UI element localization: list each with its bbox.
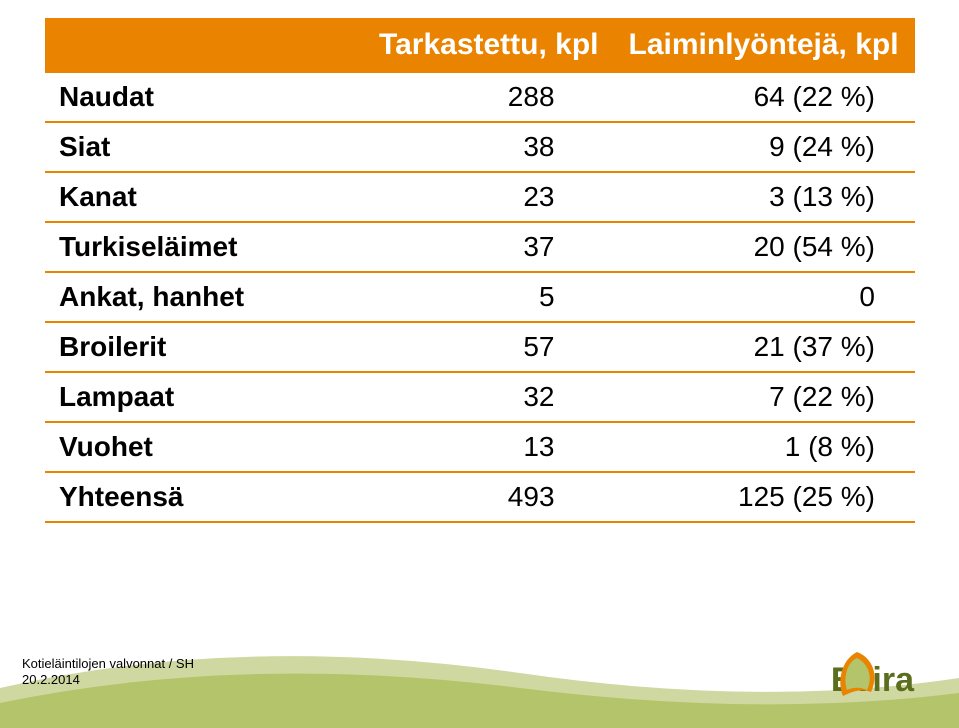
footnote-line1: Kotieläintilojen valvonnat / SH (22, 656, 194, 672)
row-count: 288 (365, 73, 615, 122)
header-neglects: Laiminlyöntejä, kpl (615, 18, 915, 73)
logo: Evira (831, 661, 914, 700)
row-label: Lampaat (45, 372, 365, 422)
footnote-line2: 20.2.2014 (22, 672, 194, 688)
table-row: Kanat 23 3 (13 %) (45, 172, 915, 222)
row-label: Vuohet (45, 422, 365, 472)
row-label: Turkiseläimet (45, 222, 365, 272)
row-value: 64 (22 %) (615, 73, 915, 122)
table-row: Naudat 288 64 (22 %) (45, 73, 915, 122)
row-value: 1 (8 %) (615, 422, 915, 472)
row-count: 5 (365, 272, 615, 322)
row-value: 20 (54 %) (615, 222, 915, 272)
table-row: Vuohet 13 1 (8 %) (45, 422, 915, 472)
row-count: 32 (365, 372, 615, 422)
row-label: Siat (45, 122, 365, 172)
row-count: 23 (365, 172, 615, 222)
row-value: 9 (24 %) (615, 122, 915, 172)
row-count: 493 (365, 472, 615, 522)
row-label: Naudat (45, 73, 365, 122)
table-row: Lampaat 32 7 (22 %) (45, 372, 915, 422)
header-empty (45, 18, 365, 73)
row-label: Yhteensä (45, 472, 365, 522)
row-label: Kanat (45, 172, 365, 222)
table-row: Siat 38 9 (24 %) (45, 122, 915, 172)
table-row: Turkiseläimet 37 20 (54 %) (45, 222, 915, 272)
table-row: Broilerit 57 21 (37 %) (45, 322, 915, 372)
row-value: 125 (25 %) (615, 472, 915, 522)
footer: Kotieläintilojen valvonnat / SH 20.2.201… (0, 618, 959, 728)
row-count: 37 (365, 222, 615, 272)
row-count: 57 (365, 322, 615, 372)
row-count: 38 (365, 122, 615, 172)
header-checked: Tarkastettu, kpl (365, 18, 615, 73)
row-label: Broilerit (45, 322, 365, 372)
data-table: Tarkastettu, kpl Laiminlyöntejä, kpl Nau… (45, 18, 915, 523)
table-row-total: Yhteensä 493 125 (25 %) (45, 472, 915, 522)
row-label: Ankat, hanhet (45, 272, 365, 322)
footnote: Kotieläintilojen valvonnat / SH 20.2.201… (22, 656, 194, 689)
row-count: 13 (365, 422, 615, 472)
row-value: 21 (37 %) (615, 322, 915, 372)
table-row: Ankat, hanhet 5 0 (45, 272, 915, 322)
logo-leaf-icon (831, 648, 883, 700)
row-value: 3 (13 %) (615, 172, 915, 222)
row-value: 7 (22 %) (615, 372, 915, 422)
row-value: 0 (615, 272, 915, 322)
